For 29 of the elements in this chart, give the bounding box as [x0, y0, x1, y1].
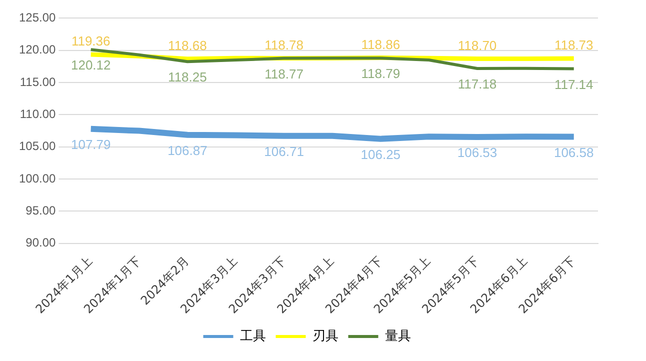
data-label: 117.18 — [458, 76, 497, 92]
data-label: 118.79 — [361, 66, 400, 82]
legend-label: 量具 — [384, 328, 411, 344]
y-tick-label: 125.00 — [19, 10, 56, 25]
data-label: 106.87 — [168, 142, 208, 158]
data-label: 106.53 — [457, 145, 498, 160]
y-tick-label: 105.00 — [19, 139, 56, 154]
data-label: 106.58 — [554, 144, 594, 160]
data-label: 119.36 — [71, 34, 110, 49]
y-tick-label: 110.00 — [20, 107, 56, 122]
data-label: 118.78 — [264, 37, 304, 52]
data-label: 106.25 — [360, 146, 401, 162]
data-label: 106.71 — [264, 144, 304, 159]
data-label: 107.79 — [70, 136, 111, 152]
data-label: 118.73 — [554, 38, 594, 53]
legend-label: 刃具 — [312, 328, 338, 344]
y-tick-label: 95.00 — [26, 204, 56, 218]
data-label: 118.25 — [168, 70, 207, 85]
data-label: 118.70 — [458, 38, 497, 53]
y-tick-label: 100.00 — [19, 171, 56, 186]
legend-label: 工具 — [240, 328, 266, 344]
data-label: 118.68 — [168, 38, 207, 53]
data-label: 120.12 — [70, 58, 111, 73]
data-label: 118.77 — [264, 66, 304, 82]
y-tick-label: 115.00 — [20, 74, 56, 89]
y-tick-label: 90.00 — [26, 236, 56, 250]
data-label: 117.14 — [554, 76, 594, 92]
y-tick-label: 120.00 — [19, 42, 56, 57]
data-label: 118.86 — [361, 36, 400, 52]
